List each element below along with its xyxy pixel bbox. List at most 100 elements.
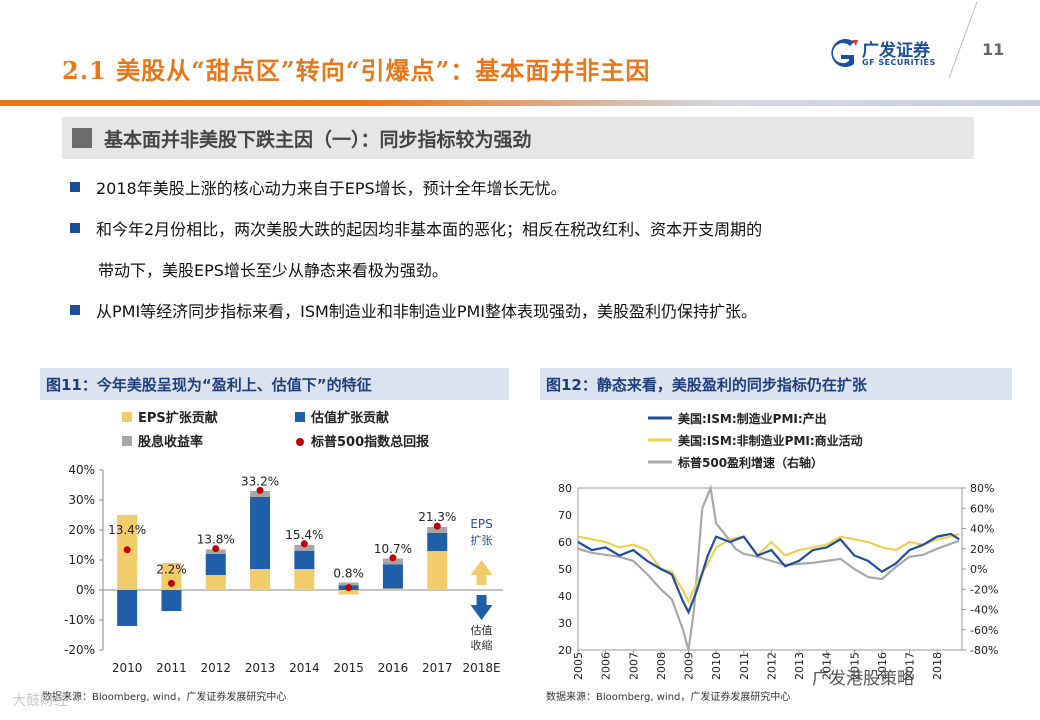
y-left-tick-label: 70 [558, 509, 572, 522]
data-label: 13.4% [108, 523, 146, 537]
subtitle-square-icon [72, 128, 92, 148]
x-tick-label: 2008 [655, 652, 668, 680]
y-left-tick-label: 20 [558, 644, 572, 657]
slide-title: 2.1 美股从“甜点区”转向“引爆点”：基本面并非主因 [62, 56, 651, 85]
bar-segment [161, 563, 182, 590]
page-number: 11 [982, 40, 1005, 59]
y-left-tick-label: 80 [558, 482, 572, 495]
legend-marker [295, 412, 305, 422]
y-left-tick-label: 50 [558, 563, 572, 576]
total-return-marker [389, 554, 397, 562]
legend-marker [122, 412, 132, 422]
x-tick-label: 2018E [462, 661, 500, 675]
bar-segment [382, 588, 403, 590]
x-tick-label: 2012 [765, 652, 778, 680]
x-tick-label: 2015 [848, 652, 861, 680]
title-underline-bar [0, 100, 1040, 106]
down-arrow-icon [470, 595, 493, 620]
company-logo: 广发证券 GF SECURITIES [822, 36, 942, 72]
bullet-square-icon [70, 182, 80, 192]
bullet-3: 从PMI等经济同步指标来看，ISM制造业和非制造业PMI整体表现强劲，美股盈利仍… [70, 298, 757, 322]
data-label: 13.8% [197, 533, 235, 547]
y-tick-label: 0% [76, 583, 95, 597]
bar-segment [427, 527, 448, 533]
series-line [577, 532, 960, 604]
y-right-tick-label: -80% [970, 644, 998, 657]
y-tick-label: -10% [64, 613, 95, 627]
y-left-tick-label: 30 [558, 617, 572, 630]
x-tick-label: 2012 [200, 661, 231, 675]
bar-segment [382, 558, 403, 565]
up-arrow-icon [470, 560, 493, 585]
bar-segment [294, 545, 315, 551]
figure-11-header: 图11：今年美股呈现为“盈利上、估值下”的特征 [40, 368, 509, 400]
bar-segment [205, 554, 226, 575]
annotation-valuation: 估值 [471, 624, 493, 637]
data-label: 15.4% [285, 528, 323, 542]
y-right-tick-label: 80% [970, 482, 994, 495]
bar-segment [427, 533, 448, 551]
x-tick-label: 2011 [156, 661, 187, 675]
y-right-tick-label: 60% [970, 502, 994, 515]
data-label: 0.8% [333, 567, 364, 581]
y-right-tick-label: 40% [970, 523, 994, 536]
data-label: 33.2% [241, 474, 279, 488]
bar-segment [338, 590, 359, 595]
y-tick-label: -20% [64, 643, 95, 657]
series-line [577, 532, 960, 615]
annotation-expand: 扩张 [471, 533, 493, 547]
x-tick-label: 2009 [683, 652, 696, 680]
legend-label: 股息收益率 [138, 434, 203, 450]
total-return-marker [345, 584, 353, 592]
bar-segment [427, 551, 448, 590]
bar-segment [294, 551, 315, 569]
legend-label: 估值扩张贡献 [310, 410, 389, 426]
legend-label: 美国:ISM:非制造业PMI:商业活动 [678, 433, 863, 448]
x-tick-label: 2013 [245, 661, 276, 675]
y-right-tick-label: 0% [970, 563, 987, 576]
y-tick-label: 30% [68, 493, 95, 507]
x-tick-label: 2011 [738, 652, 751, 680]
bullet-1: 2018年美股上涨的核心动力来自于EPS增长，预计全年增长无忧。 [70, 175, 567, 199]
x-tick-label: 2010 [112, 661, 143, 675]
legend-marker [296, 438, 304, 446]
legend-label: EPS扩张贡献 [138, 410, 218, 426]
total-return-marker [212, 545, 220, 553]
series-line [577, 483, 960, 651]
y-tick-label: 10% [68, 553, 95, 567]
total-return-marker [300, 540, 308, 548]
x-tick-label: 2007 [627, 652, 640, 680]
bullet-2: 和今年2月份相比，两次美股大跌的起因均非基本面的恶化；相反在税改红利、资本开支周… [70, 216, 762, 240]
data-label: 10.7% [374, 542, 412, 556]
bullet-square-icon [70, 223, 80, 233]
subtitle-text: 基本面并非美股下跌主因（一）：同步指标较为强劲 [104, 129, 532, 151]
data-label: 21.3% [418, 510, 456, 524]
bar-segment [250, 491, 271, 497]
x-tick-label: 2005 [572, 652, 585, 680]
y-right-tick-label: -60% [970, 624, 998, 637]
total-return-marker [256, 486, 264, 494]
x-tick-label: 2016 [378, 661, 409, 675]
figure-12-header: 图12：静态来看，美股盈利的同步指标仍在扩张 [540, 368, 1012, 400]
bar-segment [250, 569, 271, 590]
bullet-2-continuation: 带动下，美股EPS增长至少从静态来看极为强劲。 [98, 261, 448, 280]
legend-label: 标普500指数总回报 [310, 434, 430, 450]
y-tick-label: 20% [68, 523, 95, 537]
y-right-tick-label: -40% [970, 604, 998, 617]
x-tick-label: 2015 [333, 661, 364, 675]
y-right-tick-label: 20% [970, 543, 994, 556]
gf-logo-icon [831, 39, 858, 67]
figure-11-source: 数据来源：Bloomberg, wind，广发证券发展研究中心 [42, 692, 287, 703]
annotation-eps: EPS [470, 517, 492, 531]
figure-12-line-chart: 美国:ISM:制造业PMI:产出美国:ISM:非制造业PMI:商业活动标普500… [558, 411, 998, 680]
bar-segment [117, 590, 138, 626]
x-tick-label: 2017 [904, 652, 917, 680]
total-return-marker [167, 579, 175, 587]
bar-segment [205, 575, 226, 590]
legend-label: 美国:ISM:制造业PMI:产出 [678, 411, 827, 426]
logo-subtitle: GF SECURITIES [862, 58, 936, 67]
legend-marker [122, 436, 132, 446]
bar-segment [338, 582, 359, 586]
x-tick-label: 2018 [931, 652, 944, 680]
